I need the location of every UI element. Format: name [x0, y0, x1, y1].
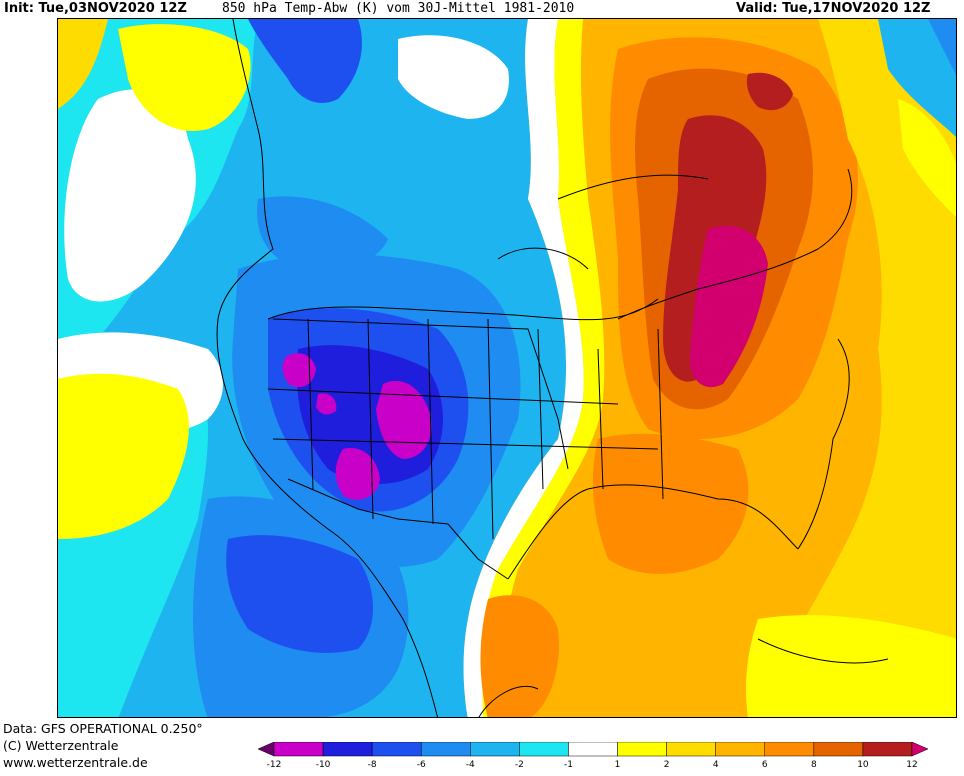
valid-time: Valid: Tue,17NOV2020 12Z: [736, 1, 931, 16]
legend-swatch: [715, 741, 766, 757]
region-warm-atlantic: [758, 19, 956, 717]
legend-tick-label: 4: [712, 760, 719, 770]
legend-tick-label: 8: [810, 760, 817, 770]
legend-arrow-left: [257, 741, 275, 757]
legend-swatch: [764, 741, 815, 757]
state-line-h1: [267, 388, 619, 405]
legend-swatch: [862, 741, 913, 757]
legend-swatch: [617, 741, 667, 757]
init-time: Init: Tue,03NOV2020 12Z: [4, 1, 187, 16]
legend-swatch: [666, 741, 716, 757]
region-extreme-cold-4: [316, 393, 337, 415]
legend-swatch: [813, 741, 864, 757]
state-line-5: [537, 328, 544, 490]
state-line-2: [367, 318, 374, 520]
legend-bar: [257, 741, 929, 757]
map-title: 850 hPa Temp-Abw (K) vom 30J-Mittel 1981…: [222, 1, 575, 16]
gulf-coastline: [507, 484, 799, 580]
state-line-7: [657, 328, 664, 500]
region-cool-greenland: [878, 19, 956, 138]
color-legend: -12 -10 -8 -6 -4 -2 -1 1 2 4 6 8 10 12: [257, 741, 958, 776]
region-neutral-band: [463, 19, 584, 717]
region-very-hot-hudson: [746, 72, 793, 111]
legend-tick-label: -4: [465, 760, 475, 770]
pacific-coastline: [216, 19, 439, 717]
region-cold-far-ne: [928, 19, 956, 76]
region-warm-nw: [58, 19, 108, 109]
legend-tick-label: -1: [563, 760, 573, 770]
legend-tick-label: -6: [416, 760, 426, 770]
state-line-4: [487, 318, 494, 540]
central-america-coast: [478, 685, 539, 717]
region-warm-gulf-alaska: [118, 24, 251, 131]
region-slight-warm-labrador: [898, 99, 956, 217]
legend-arrow-right: [911, 741, 929, 757]
legend-swatch: [568, 741, 618, 757]
region-extreme-warm-great-lakes: [689, 225, 768, 388]
legend-swatch: [273, 741, 324, 757]
northern-border: [267, 298, 659, 321]
us-canada-border: [272, 318, 569, 470]
legend-tick-label: -12: [266, 760, 282, 770]
region-colder-mexico: [226, 535, 373, 653]
map-canvas: [58, 19, 956, 717]
region-cold-yukon: [248, 19, 362, 103]
header-bar: Init: Tue,03NOV2020 12Z 850 hPa Temp-Abw…: [0, 0, 964, 18]
region-extreme-cold-1: [282, 353, 316, 388]
state-line-6: [597, 348, 604, 490]
region-neutral-arctic: [398, 35, 509, 119]
legend-swatch: [519, 741, 569, 757]
hudson-coast: [497, 247, 589, 270]
region-warm-gulf-mexico: [480, 595, 559, 717]
state-line-1: [307, 318, 314, 490]
state-line-h2: [272, 438, 659, 450]
legend-tick-label: 6: [761, 760, 768, 770]
legend-swatch: [371, 741, 422, 757]
legend-tick-label: -8: [367, 760, 377, 770]
copyright: (C) Wetterzentrale: [3, 738, 119, 753]
great-lakes-coast: [617, 168, 853, 320]
region-extreme-cold-2: [376, 380, 432, 459]
legend-tick-label: -10: [315, 760, 331, 770]
state-line-3: [427, 318, 434, 525]
region-warm-southeast: [592, 433, 749, 574]
anomaly-map: [57, 18, 957, 718]
legend-swatch: [420, 741, 471, 757]
region-slight-warm-caribbean: [746, 615, 956, 717]
region-neutral-pacific: [64, 89, 196, 302]
cuba-outline: [757, 638, 889, 664]
atlantic-coastline: [797, 338, 850, 550]
legend-tick-label: 1: [614, 760, 621, 770]
arctic-coast: [557, 174, 709, 200]
region-cold-bc: [257, 196, 388, 271]
region-extreme-cold-3: [335, 448, 380, 500]
data-source: Data: GFS OPERATIONAL 0.250°: [3, 721, 203, 736]
legend-tick-label: -2: [514, 760, 524, 770]
website: www.wetterzentrale.de: [3, 755, 148, 770]
legend-swatch: [470, 741, 520, 757]
legend-tick-label: 10: [857, 760, 869, 770]
map-outlines: [216, 19, 889, 717]
us-mexico-border: [287, 478, 509, 580]
legend-tick-label: 12: [906, 760, 918, 770]
region-warm-pacific: [58, 373, 189, 539]
legend-tick-label: 2: [663, 760, 670, 770]
legend-swatch: [322, 741, 373, 757]
